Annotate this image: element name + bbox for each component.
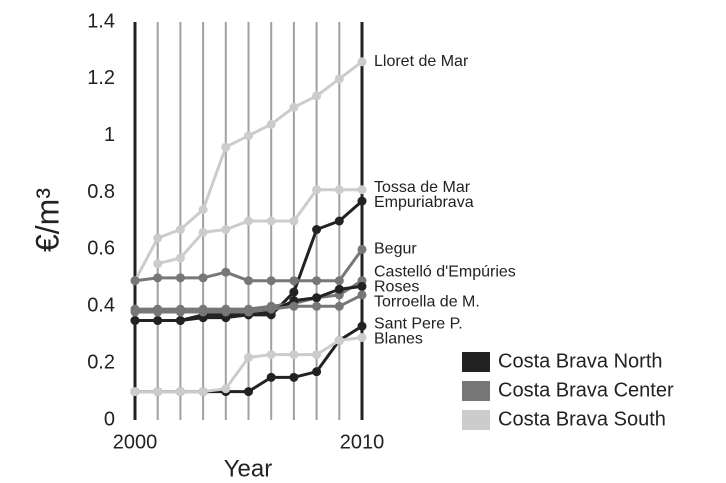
y-tick-label: 0.2 xyxy=(87,351,115,373)
data-point xyxy=(357,290,367,300)
data-point xyxy=(153,387,163,397)
data-point xyxy=(312,91,322,101)
x-axis-label: Year xyxy=(224,455,273,482)
series-label: Begur xyxy=(374,241,417,258)
data-point xyxy=(198,273,208,283)
data-point xyxy=(198,227,208,237)
data-point xyxy=(312,276,322,286)
data-point xyxy=(357,244,367,254)
series-line xyxy=(157,188,362,266)
data-point xyxy=(334,74,344,84)
data-point xyxy=(221,384,231,394)
data-point xyxy=(357,281,367,291)
data-point xyxy=(312,350,322,360)
data-point xyxy=(175,253,185,263)
y-tick-label: 0.6 xyxy=(87,238,115,260)
data-point xyxy=(334,216,344,226)
y-tick-label: 1 xyxy=(104,124,115,146)
data-point xyxy=(244,387,253,397)
data-point xyxy=(130,307,140,317)
data-point xyxy=(334,276,344,286)
data-point xyxy=(175,225,185,235)
data-point xyxy=(153,259,163,269)
data-point xyxy=(153,233,163,243)
series-label: Lloret de Mar xyxy=(374,53,469,70)
data-point xyxy=(221,142,231,152)
data-point xyxy=(244,352,253,362)
y-tick-label: 0.4 xyxy=(87,295,115,317)
data-point xyxy=(198,387,208,397)
data-point xyxy=(312,367,322,377)
data-point xyxy=(289,350,299,360)
legend-swatch xyxy=(462,352,490,372)
data-point xyxy=(357,333,367,343)
series-label: Castelló d'Empúries xyxy=(374,264,516,281)
data-point xyxy=(312,293,322,303)
data-point xyxy=(175,307,185,317)
series-label: Empuriabrava xyxy=(374,194,474,211)
y-tick-label: 1.2 xyxy=(87,67,115,89)
data-point xyxy=(130,276,140,286)
data-point xyxy=(357,57,367,67)
data-point xyxy=(244,131,253,141)
y-tick-label: 0 xyxy=(104,408,115,430)
series-label: Tossa de Mar xyxy=(374,179,471,196)
data-point xyxy=(357,321,367,331)
series-label: Sant Pere P. xyxy=(374,316,463,333)
data-point xyxy=(175,387,185,397)
y-tick-label: 1.4 xyxy=(87,10,115,32)
data-point xyxy=(244,307,253,317)
data-point xyxy=(289,301,299,311)
y-axis-label: €/m³ xyxy=(29,188,65,252)
data-point xyxy=(175,316,185,325)
data-point xyxy=(266,216,276,226)
legend-label: Costa Brava Center xyxy=(498,379,674,401)
data-point xyxy=(175,273,185,283)
data-point xyxy=(289,216,299,226)
legend-label: Costa Brava North xyxy=(498,350,663,372)
y-tick-label: 0.8 xyxy=(87,181,115,203)
data-point xyxy=(334,335,344,345)
data-point xyxy=(312,225,322,235)
data-point xyxy=(312,301,322,311)
x-tick-label: 2010 xyxy=(340,431,385,453)
data-point xyxy=(244,216,253,226)
data-point xyxy=(312,185,322,195)
data-point xyxy=(357,196,367,206)
data-point xyxy=(221,267,231,277)
data-point xyxy=(334,185,344,195)
series-label: Roses xyxy=(374,279,419,296)
data-point xyxy=(266,372,276,382)
data-point xyxy=(244,276,253,286)
data-point xyxy=(221,307,231,317)
data-point xyxy=(266,304,276,314)
data-point xyxy=(289,276,299,286)
data-point xyxy=(289,102,299,112)
legend-swatch xyxy=(462,381,490,401)
data-point xyxy=(130,316,140,325)
data-point xyxy=(334,284,344,294)
x-tick-label: 2000 xyxy=(113,431,158,453)
data-point xyxy=(289,287,299,297)
legend-label: Costa Brava South xyxy=(498,408,666,430)
data-point xyxy=(153,307,163,317)
data-point xyxy=(153,316,163,325)
data-point xyxy=(357,185,367,195)
legend-swatch xyxy=(462,410,490,430)
data-point xyxy=(198,205,208,215)
data-point xyxy=(266,119,276,129)
series-label: Torroella de M. xyxy=(374,294,480,311)
data-point xyxy=(130,387,140,397)
data-point xyxy=(266,276,276,286)
data-point xyxy=(221,225,231,235)
series-label: Blanes xyxy=(374,331,423,348)
data-point xyxy=(153,273,163,283)
data-point xyxy=(289,372,299,382)
data-point xyxy=(334,301,344,311)
data-point xyxy=(198,307,208,317)
data-point xyxy=(266,350,276,360)
